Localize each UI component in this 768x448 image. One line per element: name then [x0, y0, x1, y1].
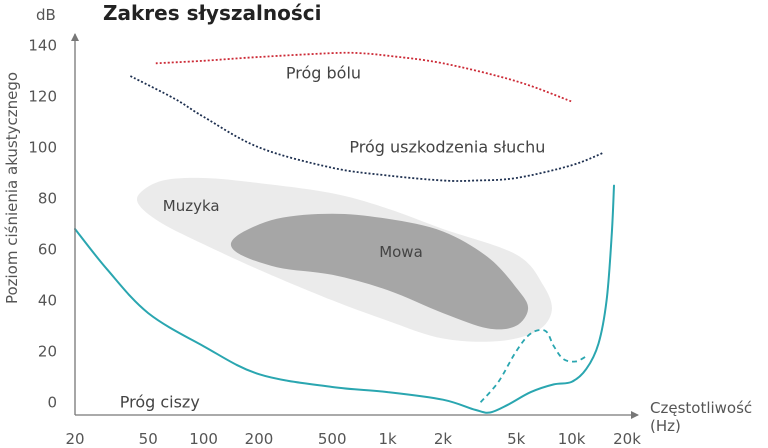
region-label-muzyka: Muzyka [163, 197, 220, 215]
y-tick-label-20: 20 [38, 342, 57, 360]
series-line-prog-bolu [155, 51, 572, 103]
y-axis-label: Poziom ciśnienia akustycznego [3, 72, 21, 304]
y-tick-label-80: 80 [38, 189, 57, 207]
x-axis-label: Częstotliwość (Hz) [650, 399, 757, 435]
y-unit-label: dB [36, 6, 56, 24]
region-mowa [230, 213, 529, 330]
x-tick-label-50: 50 [139, 430, 158, 448]
x-tick-label-20k: 20k [613, 430, 641, 448]
y-tick-label-60: 60 [38, 240, 57, 258]
y-tick-label-140: 140 [28, 36, 57, 54]
series-line-prog-ciszy [74, 184, 615, 414]
regions [136, 177, 552, 342]
y-tick-label-40: 40 [38, 291, 57, 309]
chart-title: Zakres słyszalności [103, 1, 321, 25]
x-tick-labels: 20 50 100 200 500 1k 2k 5k 10k 20k [65, 430, 641, 448]
x-tick-label-100: 100 [189, 430, 218, 448]
x-tick-label-1k: 1k [378, 430, 397, 448]
y-tick-labels: 0 20 40 60 80 100 120 140 [28, 36, 57, 411]
series-label-prog-ciszy: Próg ciszy [120, 392, 200, 411]
x-tick-label-2k: 2k [434, 430, 453, 448]
x-tick-label-10k: 10k [558, 430, 586, 448]
region-label-mowa: Mowa [379, 243, 423, 261]
x-tick-label-20: 20 [65, 430, 84, 448]
series-label-prog-uszkodzenia-sluchu: Próg uszkodzenia słuchu [349, 138, 545, 157]
x-tick-label-5k: 5k [507, 430, 526, 448]
x-tick-label-500: 500 [318, 430, 347, 448]
y-tick-label-120: 120 [28, 87, 57, 105]
x-tick-label-200: 200 [245, 430, 274, 448]
x-axis-label-line-1: Częstotliwość [650, 399, 752, 417]
x-axis-label-line-2: (Hz) [650, 417, 681, 435]
series-line-masking-3 [479, 329, 587, 403]
y-tick-label-0: 0 [47, 393, 57, 411]
series-lines [74, 51, 615, 414]
series-line-prog-uszkodzenia-sluchu [129, 75, 605, 182]
curve-labels: Muzyka Mowa Próg bólu Próg uszkodzenia słuc… [120, 64, 546, 412]
series-label-prog-bolu: Próg bólu [286, 64, 361, 83]
y-tick-label-100: 100 [28, 138, 57, 156]
